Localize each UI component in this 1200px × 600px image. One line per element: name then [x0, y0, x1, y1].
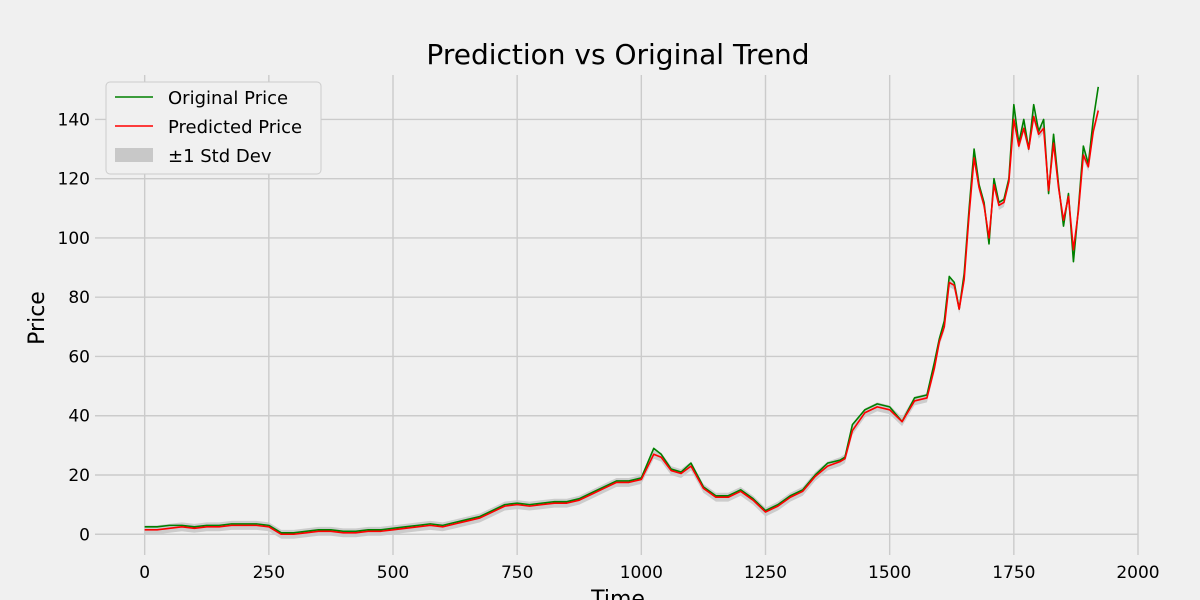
legend-label-predicted: Predicted Price [168, 117, 302, 138]
x-tick-label: 250 [253, 563, 285, 583]
legend-label-original: Original Price [168, 88, 288, 109]
x-tick-label: 1500 [868, 563, 911, 583]
x-tick-label: 0 [139, 563, 150, 583]
y-tick-label: 60 [68, 347, 90, 367]
x-tick-label: 750 [501, 563, 533, 583]
x-axis-label: Time [590, 587, 645, 600]
legend-swatch-band [115, 148, 153, 162]
legend: Original Price Predicted Price ±1 Std De… [105, 81, 322, 175]
y-tick-label: 100 [58, 229, 90, 249]
x-tick-label: 1000 [620, 563, 663, 583]
series-lines [144, 86, 1100, 536]
legend-label-band: ±1 Std Dev [168, 146, 272, 167]
y-tick-label: 20 [68, 466, 90, 486]
y-tick-label: 40 [68, 407, 90, 427]
y-tick-label: 80 [68, 288, 90, 308]
y-axis-label: Price [25, 291, 50, 345]
tick-labels: 0 250 500 750 1000 1250 1500 1750 2000 0 20 40 60 80 1… [58, 110, 1160, 583]
x-tick-label: 1250 [744, 563, 787, 583]
y-tick-label: 140 [58, 110, 90, 130]
original-price-line [144, 86, 1100, 534]
x-tick-label: 500 [377, 563, 409, 583]
x-tick-label: 1750 [992, 563, 1035, 583]
y-tick-label: 120 [58, 170, 90, 190]
grid-lines [95, 75, 1139, 555]
predicted-price-line [144, 110, 1100, 536]
legend-box [105, 81, 322, 175]
chart-title: Prediction vs Original Trend [426, 38, 809, 71]
x-tick-label: 2000 [1116, 563, 1159, 583]
y-tick-label: 0 [79, 525, 90, 545]
